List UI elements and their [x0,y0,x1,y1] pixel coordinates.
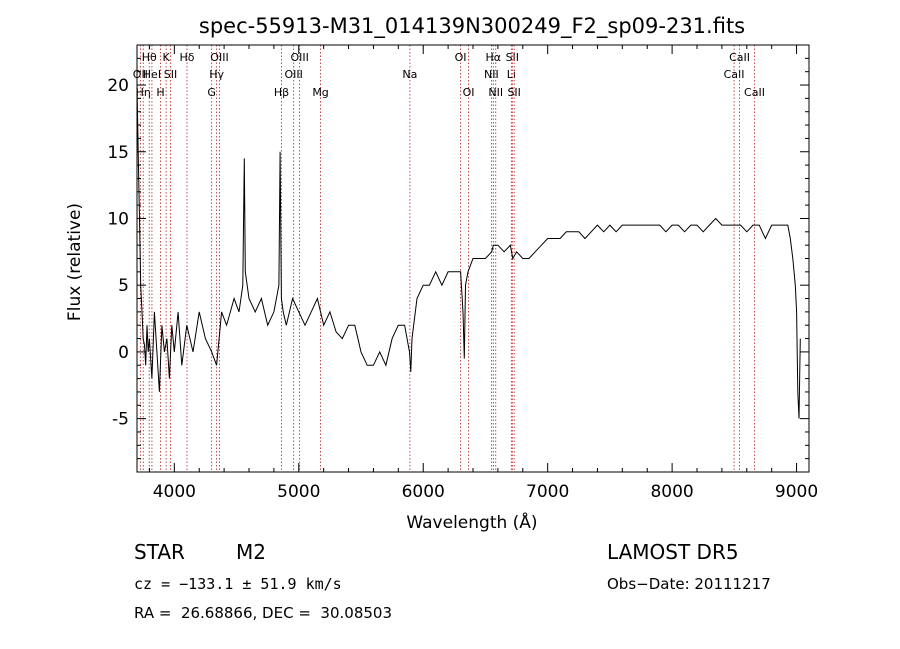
spectral-line-label: HeI [143,68,161,81]
x-tick-label: 8000 [650,482,693,502]
y-tick-label: 10 [107,209,129,229]
y-axis-label: Flux (relative) [65,203,85,321]
chart-title: spec-55913-M31_014139N300249_F2_sp09-231… [199,14,745,39]
spectral-line-label: OIII [210,51,228,64]
spectral-line-label: Hδ [180,51,195,64]
object-subclass: M2 [236,540,266,564]
spectral-line-label: OI [463,86,475,99]
spectrum-line [136,84,801,419]
y-tick-label: 20 [107,76,129,96]
spectral-line-label: NII [488,86,503,99]
spectral-line-label: H [156,86,164,99]
redshift-cz: cz = −133.1 ± 51.9 km/s [134,575,342,593]
x-tick-label: 5000 [277,482,320,502]
spectral-line-label: K [163,51,171,64]
x-axis: 4000 5000 6000 7000 8000 9000 [148,45,818,502]
y-tick-label: 15 [107,143,129,163]
spectral-line-label: Na [402,68,417,81]
spectral-line-label: Mg [312,86,328,99]
x-tick-label: 4000 [153,482,196,502]
spectral-line-label: Hγ [209,68,224,81]
spectral-line-label: NII [484,68,499,81]
spectral-line-label: Li [507,68,516,81]
spectral-line-label: G [207,86,216,99]
ra-dec: RA = 26.68866, DEC = 30.08503 [134,604,393,622]
survey-name: LAMOST DR5 [607,540,739,564]
spectral-line-label: SII [506,51,519,64]
x-tick-label: 9000 [775,482,818,502]
object-class: STAR [134,540,185,564]
x-axis-label: Wavelength (Å) [406,511,537,533]
y-tick-label: 0 [118,343,129,363]
spectral-line-label: SII [164,68,177,81]
spectral-line-label: OIII [284,68,302,81]
x-tick-label: 6000 [402,482,445,502]
spectral-line-label: CaII [744,86,765,99]
y-tick-label: 5 [118,276,129,296]
observation-date: Obs−Date: 20111217 [607,575,771,593]
line-markers: OIIHηHθHeIHKSIIHδGHγOIIIHβOIIIOIIIMgNaOI… [133,45,765,472]
spectral-line-label: Hθ [142,51,157,64]
spectral-line-label: Hα [486,51,502,64]
y-axis: -5 0 5 10 15 20 [107,57,809,460]
spectral-line-label: OIII [290,51,308,64]
spectral-line-label: SII [507,86,520,99]
spectral-line-label: Hη [136,86,151,99]
spectral-line-label: Hβ [274,86,289,99]
plot-area [136,44,810,473]
spectral-line-label: OI [455,51,467,64]
x-tick-label: 7000 [526,482,569,502]
spectral-line-label: CaII [724,68,745,81]
spectral-line-label: CaII [729,51,750,64]
y-tick-label: -5 [112,410,129,430]
